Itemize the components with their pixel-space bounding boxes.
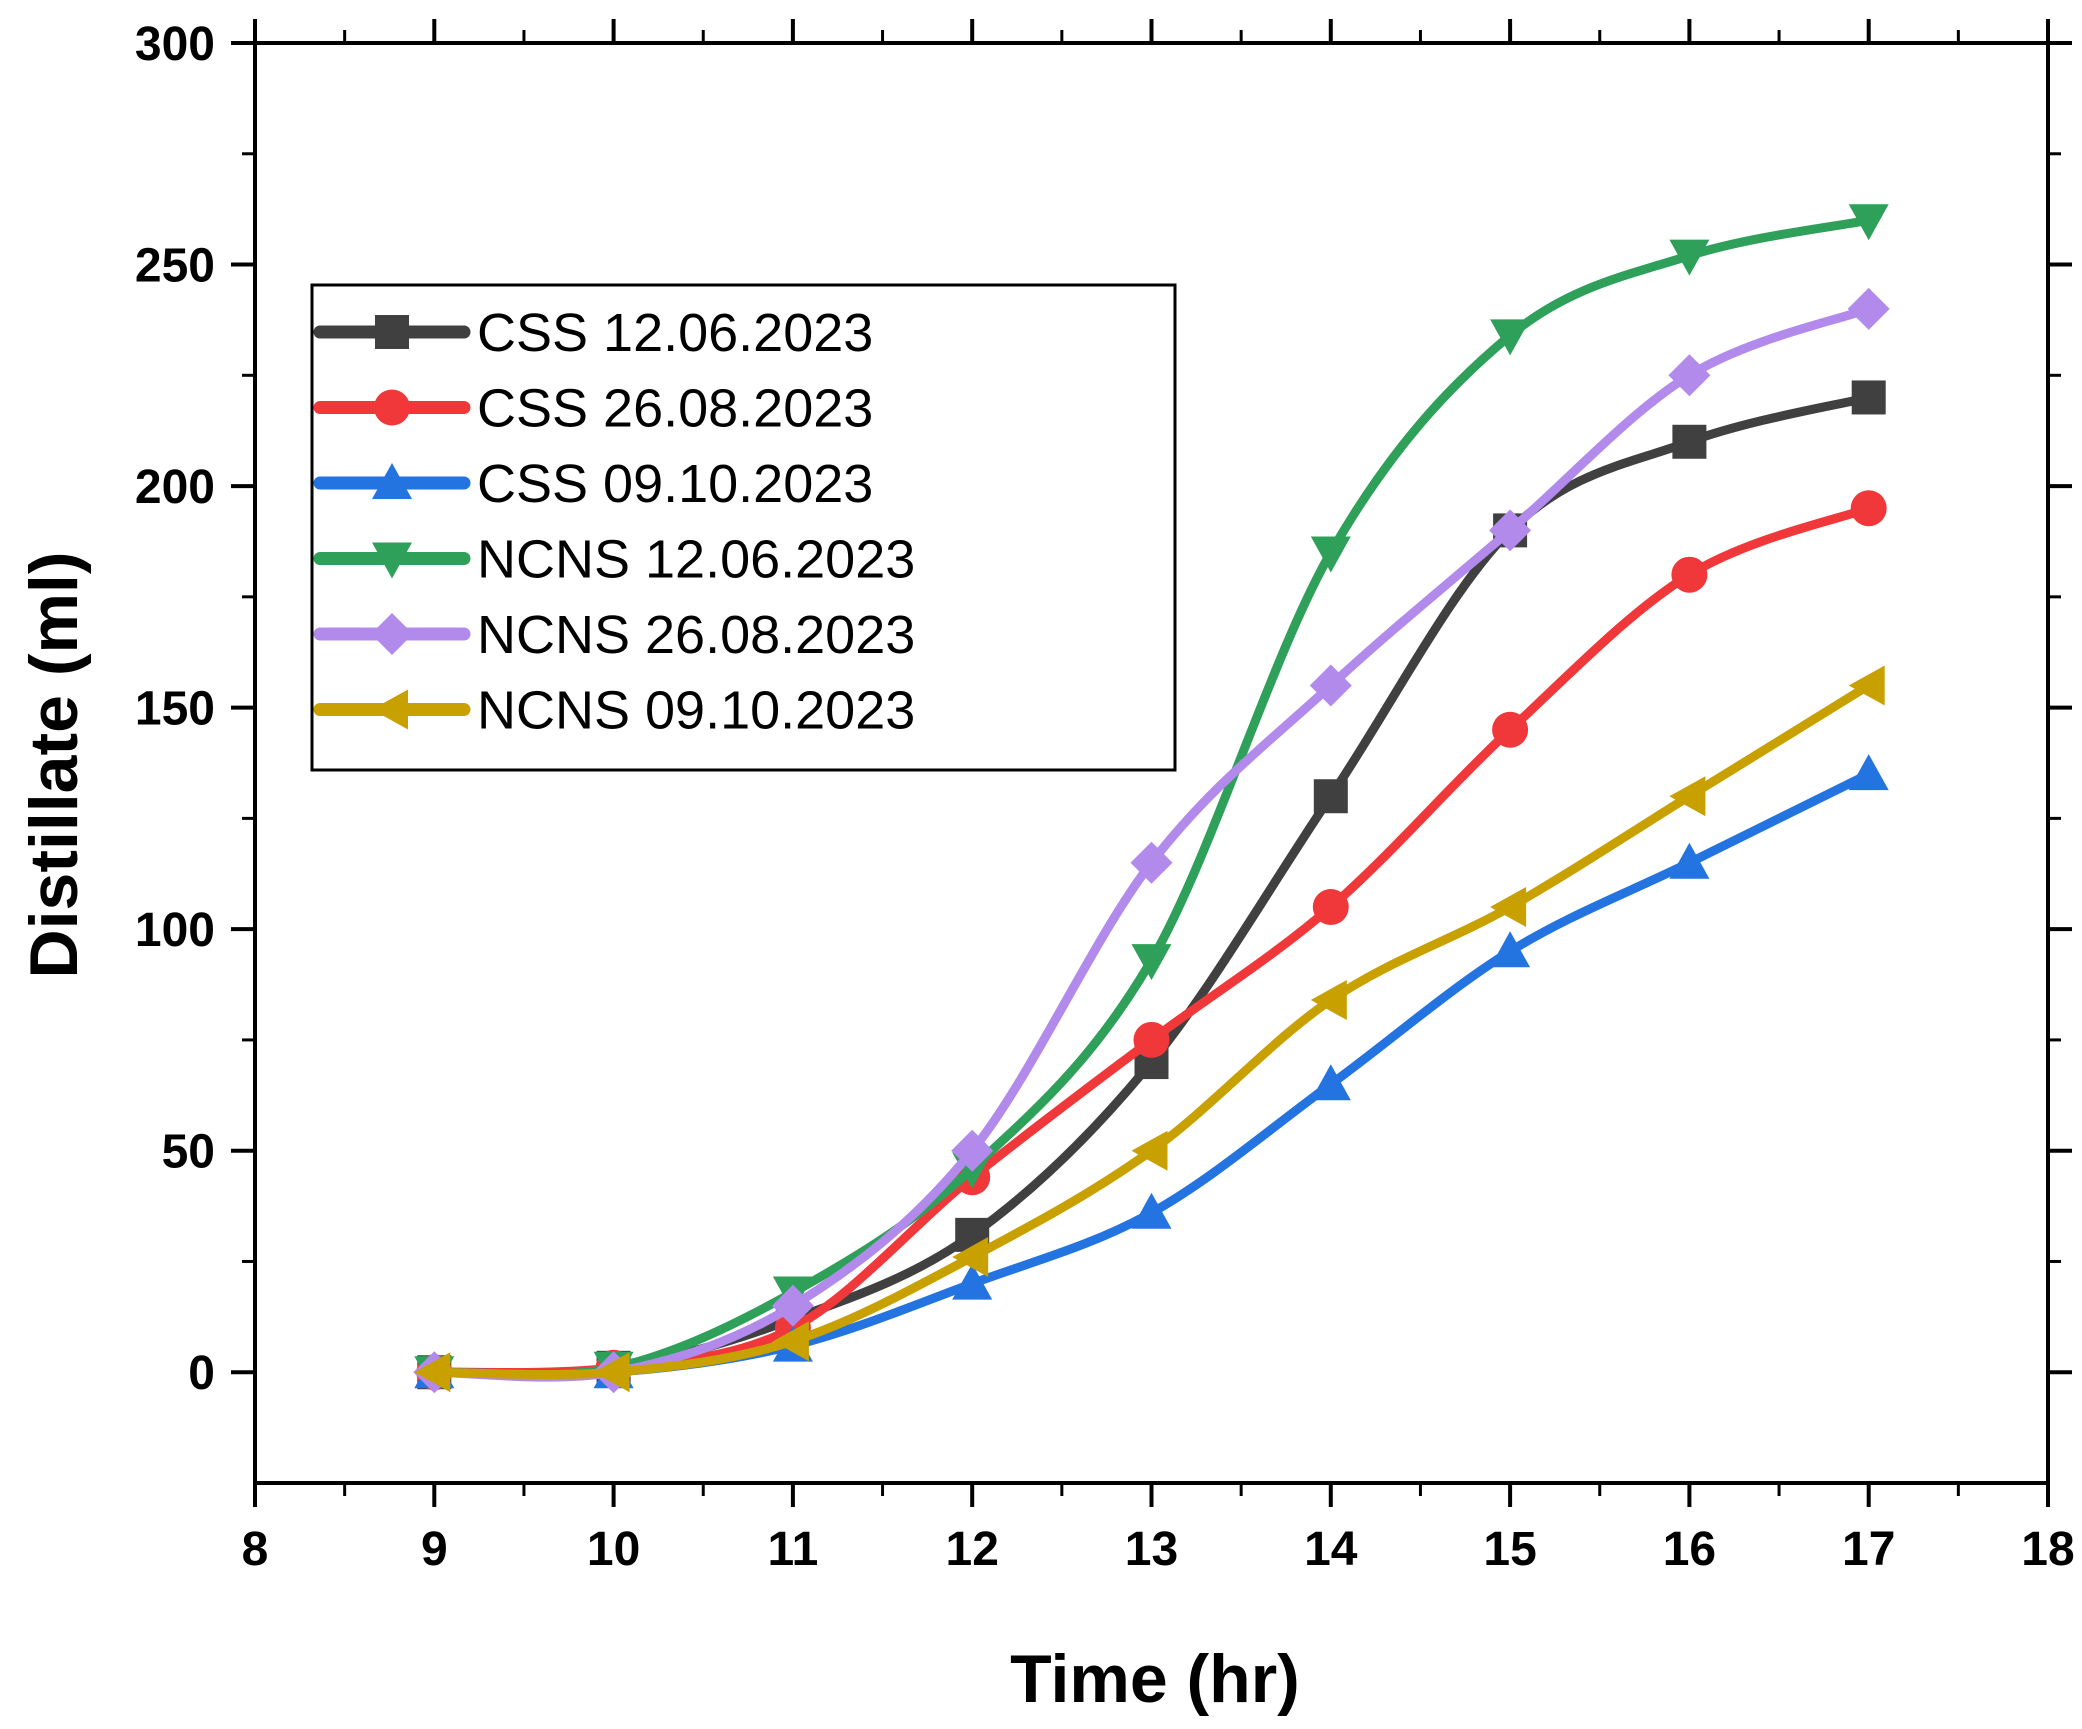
x-tick-label: 13: [1125, 1523, 1178, 1576]
x-tick-label: 11: [768, 1523, 819, 1576]
data-point: [1668, 354, 1711, 397]
legend-label: CSS 12.06.2023: [477, 303, 873, 363]
x-tick-label: 12: [946, 1523, 999, 1576]
y-tick-label: 300: [135, 18, 215, 71]
legend-label: NCNS 09.10.2023: [477, 681, 915, 741]
x-tick-label: 10: [587, 1523, 640, 1576]
x-tick-label: 17: [1842, 1523, 1895, 1576]
series-line: [429, 215, 1874, 1380]
data-point: [1312, 889, 1349, 925]
data-point: [1130, 841, 1173, 884]
data-point: [1309, 664, 1352, 707]
data-point: [1848, 665, 1885, 706]
x-tick-label: 15: [1483, 1523, 1536, 1576]
axes: 8 9 10 11 12 13 14 15 16 17 18 0 50 100 150 200 250 300: [135, 18, 2075, 1576]
series-3: [414, 204, 1889, 1393]
x-tick-label: 18: [2021, 1523, 2074, 1576]
data-point: [1490, 887, 1527, 927]
legend-label: CSS 26.08.2023: [477, 379, 873, 439]
data-point: [1848, 204, 1889, 241]
data-point: [771, 1284, 814, 1327]
data-point: [1310, 980, 1347, 1021]
series-4: [413, 287, 1890, 1394]
x-tick-label: 9: [421, 1523, 448, 1576]
legend-swatch-marker: [371, 613, 413, 655]
legend: CSS 12.06.2023 CSS 26.08.2023 CSS 09.10.20…: [310, 283, 1177, 772]
x-tick-label: 16: [1663, 1523, 1716, 1576]
legend-label: NCNS 12.06.2023: [477, 530, 915, 590]
data-point: [772, 1321, 809, 1362]
y-tick-label: 250: [135, 240, 215, 293]
data-point: [951, 1129, 994, 1172]
data-point: [1313, 779, 1348, 814]
legend-swatch-marker: [375, 315, 409, 349]
data-point: [1131, 1192, 1172, 1229]
data-point: [414, 1352, 451, 1393]
data-point: [1850, 490, 1887, 527]
data-point: [1669, 776, 1706, 817]
y-tick-label: 100: [135, 904, 215, 957]
data-point: [1672, 424, 1707, 459]
data-point: [1131, 1130, 1168, 1171]
data-point: [1671, 556, 1708, 593]
data-point: [1669, 842, 1710, 879]
legend-box: [310, 283, 1177, 772]
y-axis-title: Distillate (ml): [16, 552, 92, 979]
x-tick-label: 8: [242, 1523, 269, 1576]
legend-swatch-marker: [374, 389, 410, 426]
legend-swatch-marker: [372, 463, 412, 499]
data-point: [1851, 380, 1886, 415]
data-point: [952, 1263, 993, 1300]
legend-swatch-marker: [372, 689, 408, 730]
y-tick-label: 200: [135, 461, 215, 514]
series-layer: [413, 204, 1890, 1394]
data-point: [1492, 711, 1529, 748]
data-point: [1669, 239, 1710, 276]
legend-label: NCNS 26.08.2023: [477, 605, 915, 665]
data-point: [1847, 287, 1890, 330]
y-tick-label: 50: [162, 1126, 215, 1179]
data-point: [1848, 754, 1889, 791]
data-point: [593, 1352, 630, 1393]
data-point: [1489, 509, 1532, 552]
data-point: [1133, 1021, 1170, 1058]
data-point: [952, 1237, 989, 1278]
legend-label: CSS 09.10.2023: [477, 454, 873, 514]
x-tick-label: 14: [1304, 1523, 1358, 1576]
y-tick-label: 150: [135, 683, 215, 736]
data-point: [1490, 931, 1531, 968]
data-point: [1131, 944, 1172, 981]
x-axis-title: Time (hr): [1010, 1641, 1300, 1717]
data-point: [1490, 319, 1531, 356]
y-tick-label: 0: [188, 1347, 215, 1400]
series-5: [414, 665, 1885, 1393]
legend-swatch-marker: [372, 542, 412, 579]
data-point: [1310, 1064, 1351, 1101]
data-point: [1310, 536, 1351, 573]
